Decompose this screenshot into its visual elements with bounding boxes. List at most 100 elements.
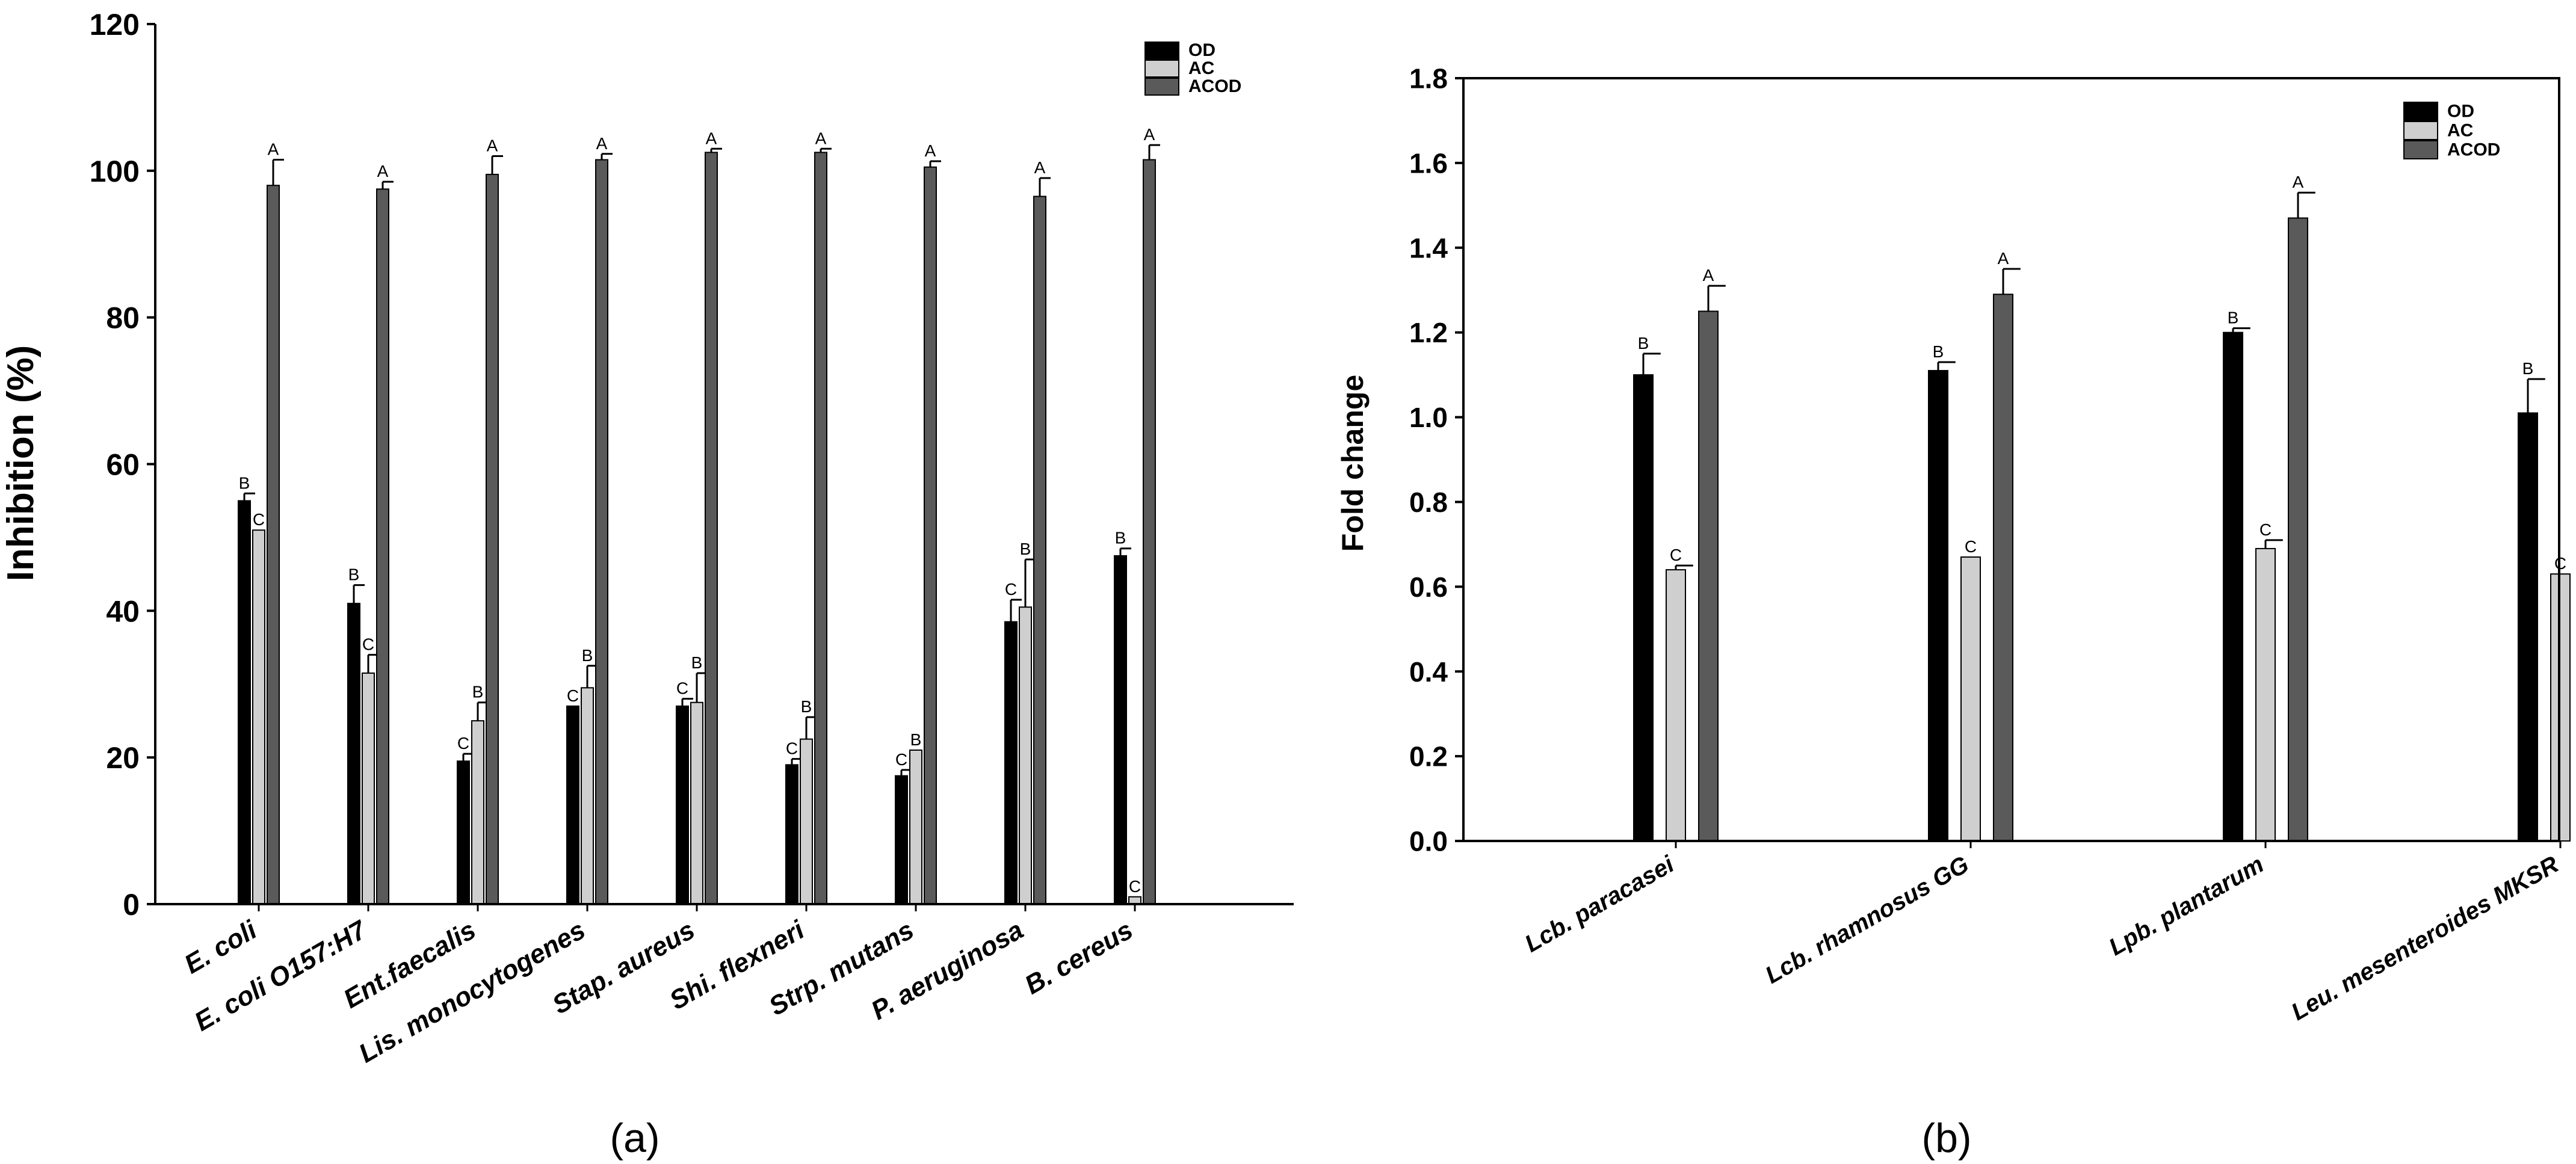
bar-acod	[595, 159, 608, 905]
bar-ac	[1019, 606, 1032, 905]
significance-letter: A	[2293, 173, 2304, 191]
significance-letter: B	[1020, 540, 1031, 558]
bar-od	[1004, 621, 1018, 905]
significance-letter: C	[895, 750, 907, 769]
bar-acod	[924, 166, 937, 905]
legend-swatch-od	[2403, 102, 2438, 121]
bar-acod	[1143, 159, 1156, 905]
legend-label: AC	[1188, 58, 1214, 78]
bar-od	[895, 775, 908, 905]
bar-acod	[2288, 217, 2308, 842]
significance-letter: C	[1005, 580, 1017, 599]
y-tick-label: 0	[123, 888, 140, 922]
significance-letter: C	[2259, 520, 2272, 539]
panel-label-b: (b)	[1921, 1115, 1971, 1161]
significance-letter: C	[1129, 877, 1141, 896]
significance-letter: B	[348, 565, 360, 584]
bar-od	[785, 764, 798, 905]
x-tick-label: Lcb. paracasei	[1521, 851, 1679, 958]
significance-letter: A	[1144, 125, 1155, 144]
significance-letter: A	[706, 129, 717, 147]
significance-letter: B	[910, 730, 922, 749]
x-tick-label: Lpb. plantarum	[2104, 851, 2268, 961]
legend-label: OD	[1188, 40, 1215, 60]
legend-label: ACOD	[1188, 76, 1241, 96]
bar-od	[238, 500, 251, 905]
bar-ac	[909, 749, 922, 905]
legend-label: AC	[2447, 121, 2473, 141]
significance-letter: C	[457, 734, 469, 753]
bar-ac	[362, 672, 375, 905]
legend-swatch-acod	[1144, 78, 1179, 96]
bar-acod	[267, 185, 280, 905]
bar-ac	[2255, 547, 2276, 842]
y-tick-label: 0.4	[1409, 656, 1448, 688]
bar-ac	[252, 529, 265, 905]
significance-letter: A	[1703, 266, 1714, 285]
legend-swatch-ac	[1144, 60, 1179, 78]
y-tick-label: 1.8	[1409, 63, 1448, 94]
bar-ac	[800, 738, 813, 905]
y-tick-label: 40	[106, 594, 140, 628]
bar-acod	[376, 188, 389, 905]
panel-label-a: (a)	[610, 1115, 659, 1161]
significance-letter: A	[815, 129, 827, 147]
significance-letter: C	[567, 686, 579, 705]
legend-label: ACOD	[2447, 140, 2500, 160]
significance-letter: A	[268, 140, 279, 159]
y-tick-label: 0.6	[1409, 571, 1448, 603]
legend-swatch-acod	[2403, 140, 2438, 159]
bar-od	[566, 705, 579, 905]
y-tick-label: 20	[106, 741, 140, 775]
bar-ac	[471, 720, 484, 905]
chart-panel-b: Fold change 0.0 0.2 0.4 0.6 0.8 1.0 1.2 1.4 1.6 1…	[1336, 63, 2571, 1161]
significance-letter: C	[1965, 537, 1977, 556]
bars-b: BCABCABCABCA	[1633, 173, 2571, 848]
bar-od	[1633, 374, 1654, 842]
x-tick-label: Lcb. rhamnosus GG	[1761, 851, 1973, 989]
x-tick-label: E. coli	[179, 915, 262, 980]
significance-letter: C	[253, 510, 265, 529]
y-tick-label: 0.2	[1409, 741, 1448, 772]
significance-letter: B	[801, 697, 812, 716]
significance-letter: A	[487, 136, 498, 155]
y-tick-label: 1.2	[1409, 317, 1448, 348]
bar-acod	[486, 173, 499, 905]
bar-acod	[1993, 294, 2013, 842]
bar-ac	[1666, 569, 1686, 842]
x-tick-label: B. cereus	[1020, 915, 1138, 1000]
y-tick-label: 60	[106, 448, 140, 482]
y-tick-label: 80	[106, 301, 140, 335]
significance-letter: B	[2228, 309, 2239, 327]
ylabel-b: Fold change	[1336, 375, 1370, 552]
legend-swatch-ac	[2403, 121, 2438, 140]
x-tick-label: Leu. mesenteroides MKSR	[2287, 851, 2563, 1026]
bar-od	[347, 603, 360, 905]
y-tick-label: 1.4	[1409, 232, 1448, 263]
bar-acod	[1033, 196, 1046, 905]
bar-ac	[690, 701, 703, 905]
y-tick-label: 1.6	[1409, 147, 1448, 179]
bar-od	[1114, 555, 1127, 905]
bar-acod	[1698, 310, 1719, 842]
significance-letter: A	[1998, 249, 2009, 268]
bar-od	[1928, 370, 1948, 842]
significance-letter: A	[1034, 158, 1046, 177]
significance-letter: B	[472, 683, 484, 701]
legend-label: OD	[2447, 102, 2474, 122]
significance-letter: B	[691, 653, 703, 672]
y-ticks-a: 0 20 40 60 80 100 120	[90, 8, 155, 922]
significance-letter: C	[786, 739, 798, 758]
significance-letter: B	[1933, 342, 1944, 361]
significance-letter: B	[1638, 334, 1649, 353]
significance-letter: B	[582, 646, 593, 665]
significance-letter: A	[596, 134, 608, 153]
significance-letter: B	[1115, 529, 1126, 547]
y-tick-label: 120	[90, 8, 140, 42]
plot-frame	[1462, 77, 2560, 842]
